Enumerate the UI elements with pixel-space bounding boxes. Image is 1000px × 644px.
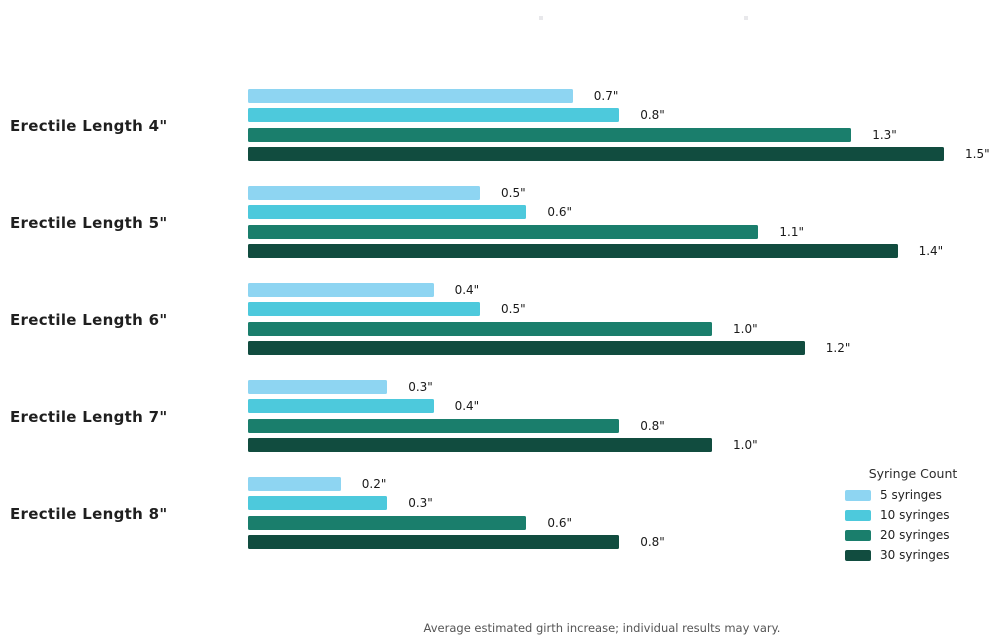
bar-row: 1.0" [248,321,758,336]
value-label: 1.5" [965,146,990,161]
legend-entry: 5 syringes [843,488,983,502]
legend-label: 10 syringes [880,508,950,522]
legend-swatch-20-syringes [845,529,871,541]
bar-10-syringes [248,108,620,123]
bar-5-syringes [248,186,480,200]
value-label: 1.0" [733,437,758,452]
value-label: 0.8" [640,418,665,433]
bar-row: 0.2" [248,477,386,491]
bar-30-syringes [248,534,620,549]
bar-row: 0.4" [248,283,479,297]
bar-row: 0.5" [248,302,526,317]
bar-20-syringes [248,418,620,433]
bar-10-syringes [248,302,480,317]
bar-row: 0.8" [248,108,665,123]
bar-30-syringes [248,243,898,258]
value-label: 1.0" [733,321,758,336]
value-label: 0.6" [547,205,572,220]
bar-20-syringes [248,321,712,336]
value-label: 0.5" [501,302,526,317]
bar-10-syringes [248,496,388,511]
artifact-dot [744,16,748,20]
legend-entry: 20 syringes [843,528,983,542]
bar-row: 1.4" [248,243,944,258]
legend-entry: 30 syringes [843,548,983,562]
bar-row: 1.0" [248,437,758,452]
legend-swatch-10-syringes [845,509,871,521]
bar-row: 1.1" [248,224,804,239]
bar-5-syringes [248,89,573,103]
category-group: Erectile Length 4" 0.7" 0.8" 1.3" 1.5" [0,89,1000,162]
bar-row: 0.3" [248,380,433,394]
bar-10-syringes [248,205,527,220]
category-label: Erectile Length 8" [10,504,168,523]
bar-row: 0.6" [248,205,572,220]
category-label: Erectile Length 5" [10,213,168,232]
bar-row: 0.8" [248,534,665,549]
category-label: Erectile Length 7" [10,407,168,426]
value-label: 0.3" [408,496,433,511]
value-label: 0.4" [454,399,480,414]
value-label: 1.3" [872,127,897,142]
category-group: Erectile Length 7" 0.3" 0.4" 0.8" 1.0" [0,380,1000,453]
legend-title: Syringe Count [868,466,958,481]
value-label: 0.5" [501,186,526,200]
category-group: Erectile Length 8" 0.2" 0.3" 0.6" 0.8" [0,477,1000,550]
bar-row: 0.6" [248,515,572,530]
value-label: 0.3" [408,380,433,394]
value-label: 0.8" [640,108,665,123]
value-label: 0.6" [547,515,572,530]
bar-20-syringes [248,224,759,239]
bar-10-syringes [248,399,434,414]
bar-row: 0.7" [248,89,618,103]
bar-20-syringes [248,515,527,530]
bar-5-syringes [248,283,434,297]
bar-30-syringes [248,340,805,355]
value-label: 1.4" [918,243,944,258]
bar-30-syringes [248,437,712,452]
bar-row: 0.8" [248,418,665,433]
category-label: Erectile Length 4" [10,116,168,135]
legend-entry: 10 syringes [843,508,983,522]
bar-row: 0.3" [248,496,433,511]
bar-20-syringes [248,127,852,142]
value-label: 1.1" [779,224,804,239]
value-label: 0.7" [593,89,619,103]
artifact-dot [539,16,543,20]
value-label: 1.2" [825,340,851,355]
legend-swatch-30-syringes [845,549,871,561]
legend-swatch-5-syringes [845,489,871,501]
value-label: 0.4" [454,283,480,297]
legend: Syringe Count 5 syringes 10 syringes 20 sy… [843,466,983,568]
legend-label: 30 syringes [880,548,950,562]
value-label: 0.8" [640,534,665,549]
bar-row: 1.2" [248,340,851,355]
bar-row: 1.5" [248,146,990,161]
category-group: Erectile Length 6" 0.4" 0.5" 1.0" 1.2" [0,283,1000,356]
legend-label: 5 syringes [880,488,942,502]
category-group: Erectile Length 5" 0.5" 0.6" 1.1" 1.4" [0,186,1000,259]
category-label: Erectile Length 6" [10,310,168,329]
bar-row: 0.5" [248,186,526,200]
legend-label: 20 syringes [880,528,950,542]
bar-5-syringes [248,477,341,491]
chart-footnote: Average estimated girth increase; indivi… [423,621,781,635]
bar-5-syringes [248,380,388,394]
bar-row: 0.4" [248,399,480,414]
value-label: 0.2" [361,477,387,491]
bar-30-syringes [248,146,944,161]
bar-row: 1.3" [248,127,897,142]
